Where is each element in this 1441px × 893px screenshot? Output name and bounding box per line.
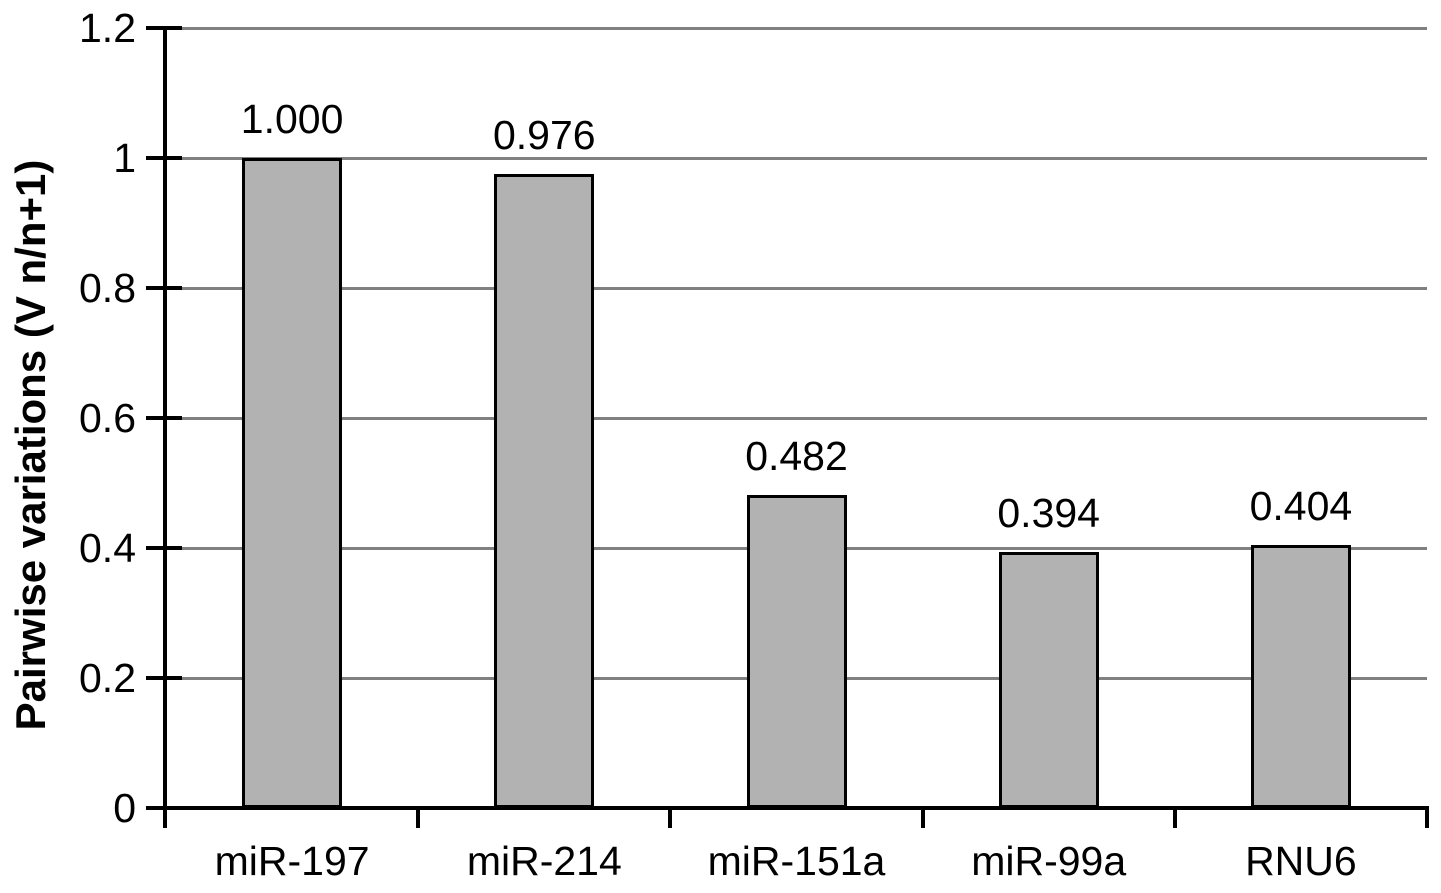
x-axis-tick — [668, 808, 673, 828]
y-tick-label: 0.8 — [79, 265, 136, 311]
y-axis-line — [163, 26, 167, 828]
bar — [746, 494, 847, 808]
bar — [998, 551, 1099, 808]
bar — [242, 158, 343, 808]
y-tick-label: 0.6 — [79, 395, 136, 441]
x-axis-line — [163, 806, 1429, 810]
y-tick-label: 1.2 — [79, 5, 136, 51]
bar — [494, 173, 595, 808]
x-category-label: miR-151a — [707, 838, 886, 884]
gridline — [166, 156, 1427, 160]
bar — [1250, 545, 1351, 808]
bar-value-label: 1.000 — [240, 96, 344, 142]
x-category-label: RNU6 — [1245, 838, 1357, 884]
x-category-label: miR-214 — [466, 838, 622, 884]
y-tick-label: 0.2 — [79, 655, 136, 701]
y-tick-label: 0.4 — [79, 525, 136, 571]
bar-value-label: 0.482 — [745, 432, 848, 479]
x-axis-tick — [1172, 808, 1177, 828]
gridline — [166, 416, 1427, 420]
x-category-label: miR-99a — [971, 838, 1127, 884]
bar-value-label: 0.404 — [1249, 483, 1353, 530]
y-tick-label: 1 — [113, 135, 136, 181]
x-category-label: miR-197 — [214, 838, 370, 884]
bar-value-label: 0.394 — [997, 489, 1100, 536]
y-tick-label: 0 — [113, 785, 136, 831]
x-axis-tick — [920, 808, 925, 828]
gridline — [166, 286, 1427, 290]
x-axis-tick — [1425, 808, 1429, 828]
bar-value-label: 0.976 — [492, 111, 596, 158]
x-axis-tick — [416, 808, 421, 828]
gridline — [166, 26, 1427, 30]
